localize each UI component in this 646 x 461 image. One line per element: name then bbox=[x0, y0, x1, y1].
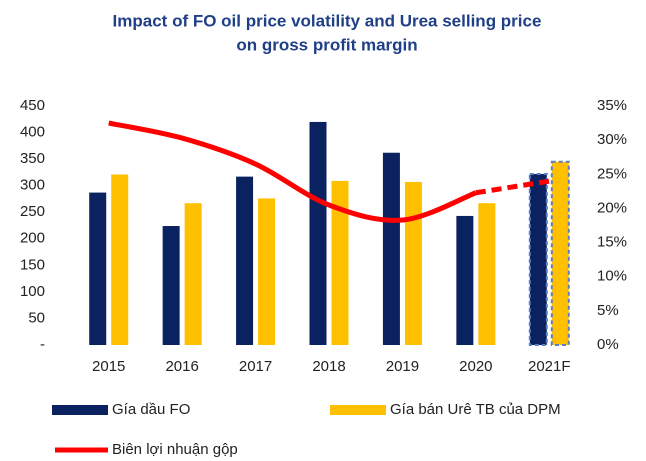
bar bbox=[236, 176, 254, 345]
y-tick-label: 150 bbox=[20, 256, 45, 273]
y-tick-label: 200 bbox=[20, 230, 45, 247]
y-tick-label: 250 bbox=[20, 203, 45, 220]
y-tick-label: 50 bbox=[28, 309, 45, 326]
y-tick-label: 400 bbox=[20, 124, 45, 141]
x-tick-label: 2021F bbox=[528, 358, 571, 375]
y-tick-label: 300 bbox=[20, 177, 45, 194]
line-forecast bbox=[475, 178, 550, 196]
bar bbox=[331, 180, 349, 345]
bar bbox=[528, 172, 548, 346]
line bbox=[108, 120, 477, 223]
y2-tick-label: 20% bbox=[597, 199, 627, 216]
y2-tick-label: 30% bbox=[597, 131, 627, 148]
legend-label: Gía bán Urê TB của DPM bbox=[390, 401, 561, 418]
y2-tick-label: 5% bbox=[597, 302, 619, 319]
bar bbox=[309, 121, 327, 345]
y2-tick-label: 10% bbox=[597, 268, 627, 285]
bar bbox=[111, 174, 129, 345]
legend-label: Biên lợi nhuận gộp bbox=[112, 441, 238, 458]
bar bbox=[550, 160, 570, 346]
y2-tick-label: 15% bbox=[597, 234, 627, 251]
x-tick-label: 2016 bbox=[165, 358, 198, 375]
x-tick-label: 2020 bbox=[459, 358, 492, 375]
bar bbox=[404, 181, 422, 345]
bar bbox=[258, 198, 276, 345]
chart-title: Impact of FO oil price volatility and Ur… bbox=[113, 11, 542, 30]
x-tick-label: 2015 bbox=[92, 358, 125, 375]
legend-swatch bbox=[52, 405, 108, 415]
y2-tick-label: 35% bbox=[597, 97, 627, 114]
chart-title: on gross profit margin bbox=[236, 35, 417, 54]
x-tick-label: 2017 bbox=[239, 358, 272, 375]
bar bbox=[478, 203, 496, 345]
bar bbox=[382, 152, 400, 345]
bar bbox=[184, 203, 202, 345]
y-tick-label: 350 bbox=[20, 150, 45, 167]
bar bbox=[162, 226, 180, 345]
y-tick-label: - bbox=[40, 336, 45, 353]
y2-tick-label: 25% bbox=[597, 165, 627, 182]
y-tick-label: 100 bbox=[20, 283, 45, 300]
legend-swatch bbox=[330, 405, 386, 415]
bar bbox=[456, 215, 474, 345]
x-tick-label: 2019 bbox=[386, 358, 419, 375]
y-tick-label: 450 bbox=[20, 97, 45, 114]
legend-label: Gía dầu FO bbox=[112, 401, 190, 418]
y2-tick-label: 0% bbox=[597, 336, 619, 353]
x-tick-label: 2018 bbox=[312, 358, 345, 375]
bar bbox=[89, 192, 107, 345]
